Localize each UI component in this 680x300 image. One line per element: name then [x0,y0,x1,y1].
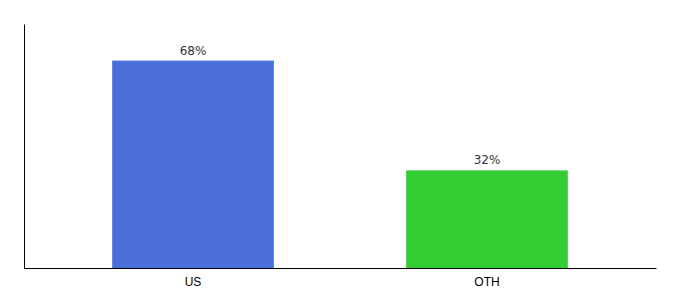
bars [112,61,568,268]
x-axis-line [25,268,657,269]
bar [406,170,568,268]
data-label: 68% [180,44,207,58]
x-tick-label: US [185,275,202,289]
y-axis-line [24,25,25,269]
x-axis: US OTH [25,269,657,289]
plot-area: 68% 32% US OTH [25,25,657,289]
chart-svg: 68% 32% US OTH [0,0,680,300]
bar [112,61,274,268]
x-tick: OTH [474,275,499,289]
x-tick-label: OTH [474,275,499,289]
data-label: 32% [474,153,501,167]
data-labels: 68% 32% [180,44,501,168]
chart-container: 68% 32% US OTH [0,0,680,300]
y-axis [24,25,25,269]
x-tick: US [185,275,202,289]
